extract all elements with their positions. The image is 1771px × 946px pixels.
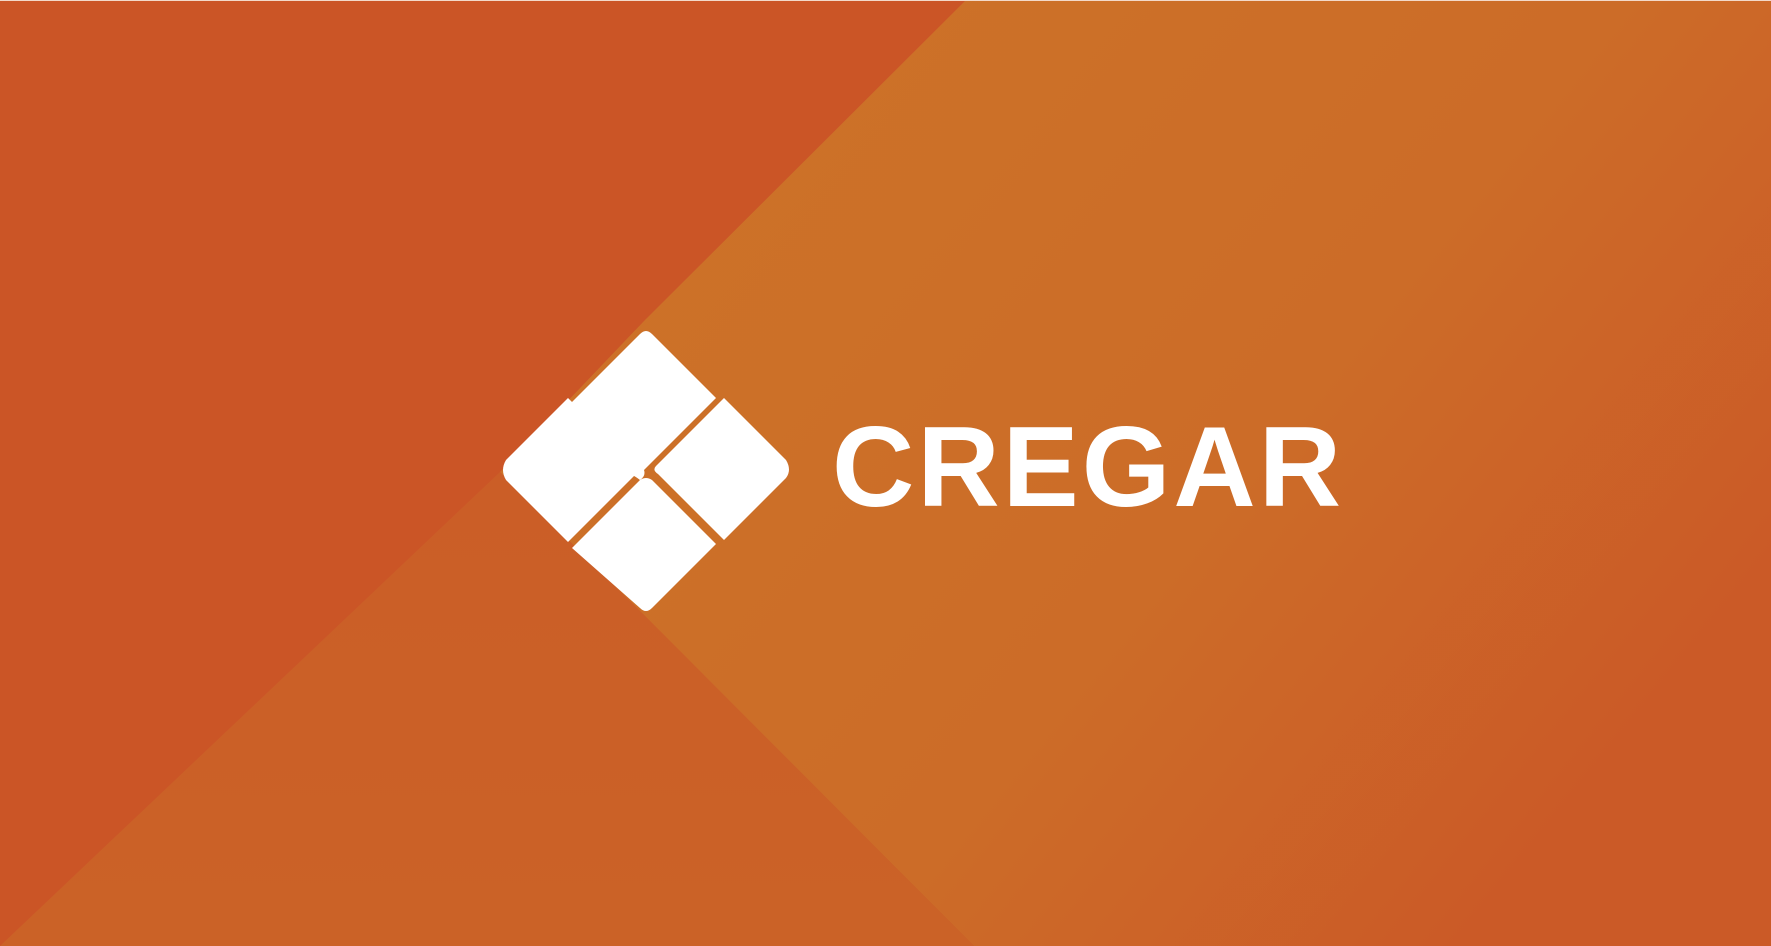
four-diamond-tiles-icon [503, 331, 789, 611]
logo-tile-bottom [572, 478, 716, 611]
background-right-panel [500, 0, 1771, 946]
brand-wordmark: CREGAR [832, 404, 1345, 531]
background-bottom-band [0, 472, 974, 946]
logo-tile-right [654, 398, 789, 540]
logo-tile-left [503, 398, 637, 542]
